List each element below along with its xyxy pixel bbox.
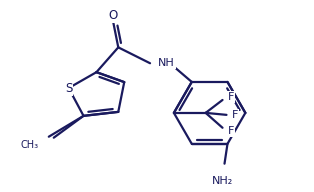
Text: NH: NH <box>158 58 175 68</box>
Text: S: S <box>65 82 72 94</box>
Text: F: F <box>227 92 234 102</box>
Text: CH₃: CH₃ <box>21 140 39 150</box>
Text: NH₂: NH₂ <box>212 176 233 186</box>
Text: F: F <box>227 126 234 136</box>
Text: O: O <box>109 9 118 22</box>
Text: F: F <box>231 110 238 120</box>
